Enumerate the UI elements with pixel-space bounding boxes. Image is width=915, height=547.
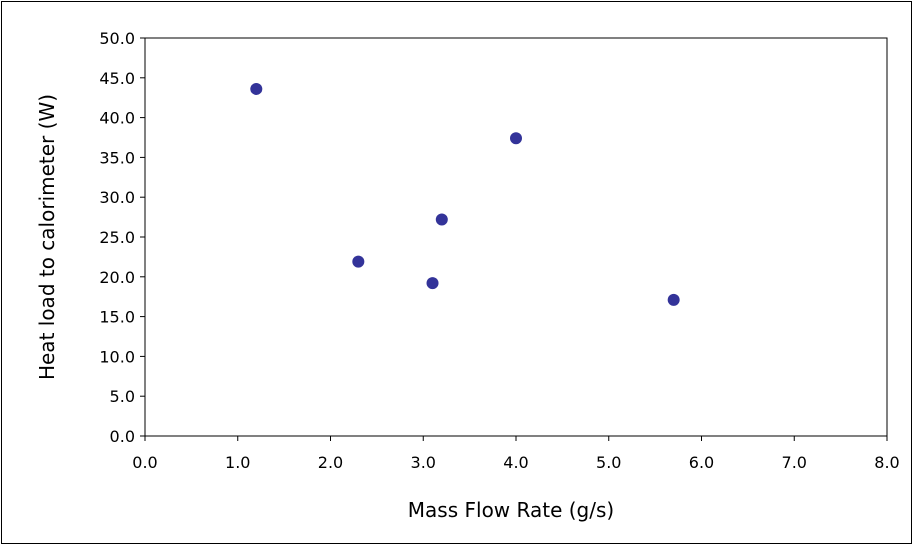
y-tick-label: 15.0 — [99, 308, 135, 327]
y-tick-label: 30.0 — [99, 188, 135, 207]
data-point — [667, 293, 680, 306]
y-tick-label: 10.0 — [99, 347, 135, 366]
y-axis-title: Heat load to calorimeter (W) — [35, 94, 59, 380]
x-tick-label: 5.0 — [596, 453, 621, 472]
x-tick-label: 7.0 — [782, 453, 807, 472]
data-point — [435, 213, 448, 226]
data-point — [250, 82, 263, 95]
y-tick-label: 45.0 — [99, 69, 135, 88]
y-tick-label: 5.0 — [110, 387, 135, 406]
x-axis-ticks: 0.0 1.0 2.0 3.0 4.0 5.0 6.0 7.0 8.0 — [132, 436, 900, 472]
data-point — [352, 255, 365, 268]
x-axis-title: Mass Flow Rate (g/s) — [408, 498, 614, 522]
x-tick-label: 8.0 — [874, 453, 899, 472]
x-tick-label: 0.0 — [132, 453, 157, 472]
x-tick-label: 3.0 — [411, 453, 436, 472]
data-point — [426, 277, 439, 290]
x-tick-label: 4.0 — [503, 453, 528, 472]
y-tick-label: 35.0 — [99, 148, 135, 167]
plot-area — [144, 37, 888, 437]
data-point — [510, 132, 522, 145]
y-tick-label: 25.0 — [99, 228, 135, 247]
x-tick-label: 1.0 — [225, 453, 250, 472]
x-tick-label: 6.0 — [689, 453, 714, 472]
y-axis-ticks: 0.0 5.0 10.0 15.0 20.0 25.0 30.0 35.0 40.0 45.0 50… — [99, 29, 145, 446]
y-tick-label: 20.0 — [99, 268, 135, 287]
data-points — [250, 82, 680, 306]
y-tick-label: 50.0 — [99, 29, 135, 48]
y-tick-label: 40.0 — [99, 109, 135, 128]
x-tick-label: 2.0 — [318, 453, 343, 472]
y-tick-label: 0.0 — [110, 427, 135, 446]
